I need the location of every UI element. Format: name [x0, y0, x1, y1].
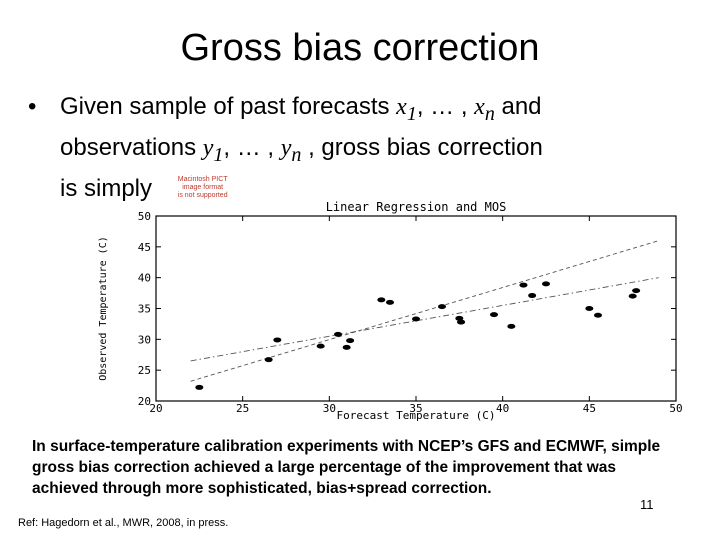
x-tick-label: 30 [323, 402, 336, 415]
sub-n: n [484, 102, 495, 125]
caption: In surface-temperature calibration exper… [32, 438, 661, 497]
pict-line: is not supported [177, 192, 228, 200]
data-point [457, 319, 466, 325]
data-point [507, 323, 516, 329]
sub-n: n [291, 143, 302, 166]
y-tick-label: 20 [138, 395, 151, 408]
y-tick-label: 25 [138, 364, 151, 377]
text-fragment: is simply [60, 174, 153, 202]
x-tick-label: 50 [669, 402, 682, 415]
data-point [519, 282, 528, 288]
var-xn: x [474, 94, 485, 120]
scatter-chart: Linear Regression and MOS 20 25 30 35 40 45 50 2… [98, 200, 683, 422]
regression-line [190, 277, 659, 362]
y-tick-label: 50 [138, 210, 151, 223]
plot-frame [155, 215, 677, 402]
data-point [594, 312, 602, 318]
data-point [377, 297, 386, 303]
data-point [528, 293, 537, 299]
data-point [264, 357, 273, 363]
data-point [632, 288, 641, 294]
data-point [346, 338, 355, 344]
x-tick-label: 35 [409, 402, 422, 415]
bullet-line-2: observations y1, … , yn , gross bias cor… [60, 131, 680, 172]
data-point [342, 344, 351, 350]
data-point [542, 281, 550, 287]
data-point [438, 304, 446, 310]
data-point [195, 384, 204, 390]
data-point [386, 299, 394, 305]
var-yn: y [280, 134, 292, 161]
var-y1: y [202, 134, 214, 161]
x-axis-label: Forecast Temperature (C) [337, 409, 496, 422]
sub-1: 1 [213, 143, 224, 166]
data-point [412, 316, 420, 322]
slide-title: Gross bias correction [180, 27, 540, 69]
text-fragment: observations [60, 133, 203, 161]
pict-line: image format [182, 184, 224, 192]
page-number: 11 [640, 497, 654, 512]
x-tick-label: 40 [496, 402, 509, 415]
text-fragment: , … , [416, 93, 475, 120]
x-tick-label: 25 [236, 402, 249, 415]
x-tick-label: 45 [583, 402, 596, 415]
reference: Ref: Hagedorn et al., MWR, 2008, in pres… [18, 517, 229, 529]
x-tick-label: 20 [149, 402, 162, 415]
sub-1: 1 [406, 102, 417, 125]
y-tick-label: 30 [138, 333, 151, 346]
regression-line [190, 240, 659, 382]
data-point [334, 331, 342, 337]
text-fragment: , gross bias correction [301, 133, 543, 161]
data-point [490, 312, 498, 318]
bullet-line-1: Given sample of past forecasts x1, … , x… [60, 90, 680, 131]
chart-title: Linear Regression and MOS [326, 200, 507, 214]
data-point [628, 293, 637, 299]
text-fragment: Given sample of past forecasts [60, 93, 397, 120]
bullet-dot: • [28, 93, 37, 120]
text-fragment: , … , [223, 133, 281, 161]
var-x1: x [396, 94, 407, 120]
unsupported-image-placeholder: Macintosh PICT image format is not suppo… [163, 176, 243, 202]
bullet-text: Given sample of past forecasts x1, … , x… [60, 90, 680, 206]
pict-line: Macintosh PICT [177, 176, 228, 184]
y-axis-label: Observed Temperature (C) [98, 236, 109, 381]
data-point [585, 306, 594, 311]
y-tick-label: 35 [138, 303, 151, 316]
bullet-line-3: is simply Macintosh PICT image format is… [60, 172, 680, 206]
data-point [273, 337, 282, 343]
y-tick-label: 45 [138, 241, 151, 254]
text-fragment: and [494, 93, 542, 120]
data-point [316, 343, 325, 349]
y-tick-label: 40 [138, 272, 151, 285]
